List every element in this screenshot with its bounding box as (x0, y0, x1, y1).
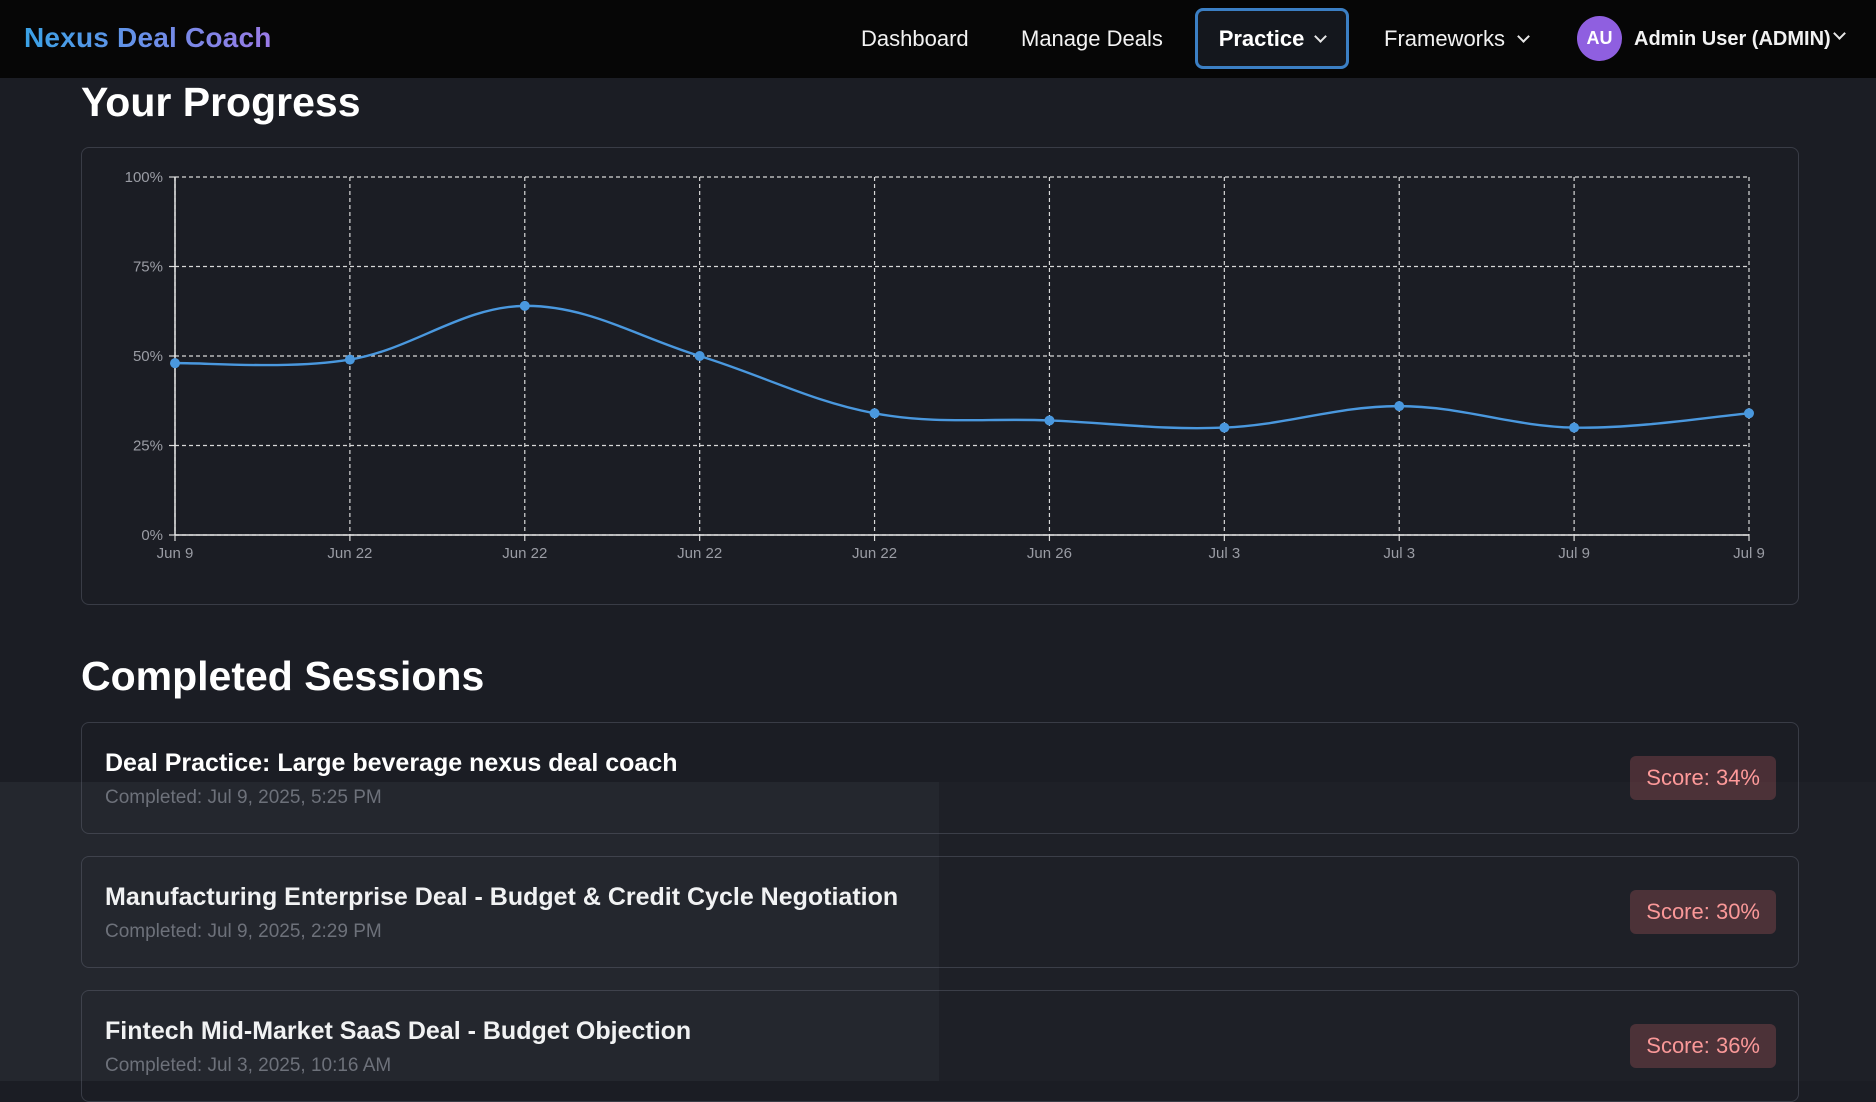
user-avatar[interactable]: AU (1577, 16, 1622, 61)
session-title: Deal Practice: Large beverage nexus deal… (105, 749, 678, 777)
x-tick-label: Jun 22 (502, 545, 547, 562)
progress-heading: Your Progress (81, 79, 361, 125)
session-title: Manufacturing Enterprise Deal - Budget &… (105, 883, 899, 911)
progress-chart: 0% 25% 50% 75% 100% Jun 9 Jun 22 Jun 22 Jun 22 Ju… (125, 169, 1765, 562)
y-tick-label: 25% (133, 438, 163, 455)
session-completed-date: Completed: Jul 9, 2025, 5:25 PM (105, 787, 382, 808)
nav-dashboard[interactable]: Dashboard (861, 26, 969, 51)
data-point (1394, 401, 1405, 412)
score-badge: Score: 30% (1630, 890, 1776, 934)
session-title: Fintech Mid-Market SaaS Deal - Budget Ob… (105, 1017, 692, 1045)
nav-practice-label: Practice (1218, 25, 1305, 51)
nav-frameworks-label: Frameworks (1384, 26, 1506, 51)
chevron-down-icon[interactable] (1833, 27, 1846, 40)
nav-manage-deals[interactable]: Manage Deals (1021, 26, 1163, 51)
session-card[interactable]: Fintech Mid-Market SaaS Deal - Budget Ob… (81, 990, 1799, 1102)
data-point (1569, 422, 1580, 433)
x-tick-label: Jul 9 (1733, 545, 1765, 562)
session-card[interactable]: Deal Practice: Large beverage nexus deal… (81, 722, 1799, 834)
data-point (344, 354, 355, 365)
nav-practice-dropdown[interactable]: Practice (1195, 8, 1349, 69)
score-badge: Score: 34% (1630, 756, 1776, 800)
data-point (1044, 415, 1055, 426)
nav-frameworks-dropdown[interactable]: Frameworks (1384, 0, 1530, 78)
y-tick-label: 100% (125, 169, 163, 186)
x-tick-label: Jun 22 (677, 545, 722, 562)
y-tick-label: 50% (133, 348, 163, 365)
x-tick-label: Jun 22 (327, 545, 372, 562)
data-point (694, 351, 705, 361)
progress-series-line (174, 304, 1750, 430)
session-completed-date: Completed: Jul 9, 2025, 2:29 PM (105, 921, 382, 942)
session-card[interactable]: Manufacturing Enterprise Deal - Budget &… (81, 856, 1799, 968)
y-tick-label: 0% (141, 527, 163, 544)
completed-sessions-heading: Completed Sessions (81, 653, 485, 699)
data-point (1744, 408, 1754, 419)
score-badge: Score: 36% (1630, 1024, 1776, 1068)
brand-logo[interactable]: Nexus Deal Coach (24, 22, 272, 53)
x-tick-label: Jul 3 (1208, 545, 1240, 562)
progress-chart-card: 0% 25% 50% 75% 100% Jun 9 Jun 22 Jun 22 Jun 22 Ju… (81, 147, 1799, 605)
top-navbar: Nexus Deal Coach Dashboard Manage Deals … (0, 0, 1876, 78)
data-point (519, 300, 530, 311)
data-point (869, 408, 880, 419)
x-tick-label: Jul 9 (1558, 545, 1590, 562)
chevron-down-icon (1314, 29, 1328, 43)
x-tick-label: Jun 9 (157, 545, 194, 562)
user-menu-name[interactable]: Admin User (ADMIN) (1634, 27, 1831, 50)
data-point (170, 358, 180, 369)
data-point (1219, 422, 1230, 433)
x-tick-label: Jun 22 (852, 545, 897, 562)
session-completed-date: Completed: Jul 3, 2025, 10:16 AM (105, 1055, 392, 1076)
x-tick-label: Jun 26 (1027, 545, 1072, 562)
y-tick-label: 75% (133, 259, 163, 276)
x-tick-label: Jul 3 (1383, 545, 1415, 562)
chevron-down-icon (1517, 30, 1530, 43)
